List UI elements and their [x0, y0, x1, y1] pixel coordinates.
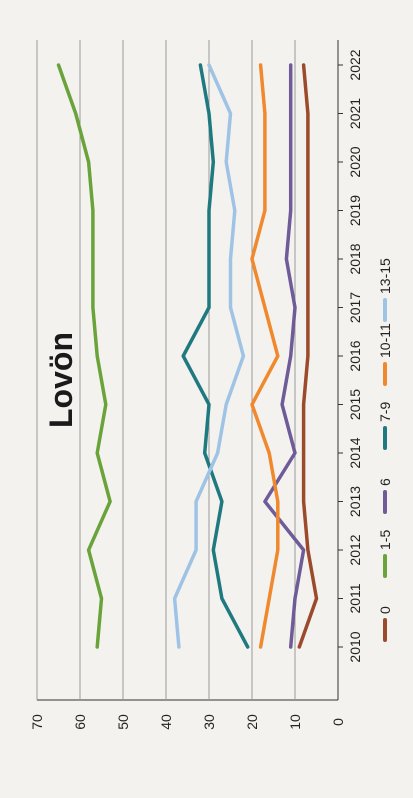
legend-label-7-9: 7-9	[377, 402, 393, 422]
x-tick-label-2016: 2016	[347, 340, 363, 371]
series-lines	[59, 65, 317, 647]
y-tick-label-20: 20	[244, 714, 260, 730]
x-tick-label-2022: 2022	[347, 49, 363, 80]
legend-label-6: 6	[377, 478, 393, 486]
x-tick-label-2015: 2015	[347, 389, 363, 420]
x-tick-label-2012: 2012	[347, 534, 363, 565]
y-tick-label-10: 10	[287, 714, 303, 730]
x-tick-label-2020: 2020	[347, 146, 363, 177]
series-line-10-11	[252, 65, 278, 647]
x-tick-label-2021: 2021	[347, 98, 363, 129]
x-tick-label-2019: 2019	[347, 195, 363, 226]
x-tick-label-2014: 2014	[347, 437, 363, 468]
y-tick-label-60: 60	[72, 714, 88, 730]
series-line-6	[265, 65, 304, 647]
x-tick-label-2013: 2013	[347, 486, 363, 517]
chart-title: Lovön	[43, 332, 79, 428]
y-tick-label-70: 70	[29, 714, 45, 730]
x-tick-label-2017: 2017	[347, 292, 363, 323]
y-tick-label-50: 50	[115, 714, 131, 730]
legend-label-13-15: 13-15	[377, 258, 393, 294]
y-tick-label-0: 0	[330, 718, 346, 726]
legend-label-10-11: 10-11	[377, 323, 393, 358]
x-tick-label-2011: 2011	[347, 583, 363, 613]
x-tick-label-2018: 2018	[347, 243, 363, 274]
y-tick-labels: 0 10 20 30 40 50 60 70	[29, 714, 346, 730]
x-tick-label-2010: 2010	[347, 631, 363, 662]
y-tick-label-30: 30	[201, 714, 217, 730]
y-tick-label-40: 40	[158, 714, 174, 730]
legend-label-0: 0	[377, 606, 393, 614]
x-tick-labels: 2010 2011 2012 2013 2014 2015 2016 2017 2018 2019…	[338, 49, 363, 662]
legend-label-1-5: 1-5	[377, 530, 393, 550]
legend: 0 1-5 6 7-9 10-11 13-15	[377, 258, 393, 640]
